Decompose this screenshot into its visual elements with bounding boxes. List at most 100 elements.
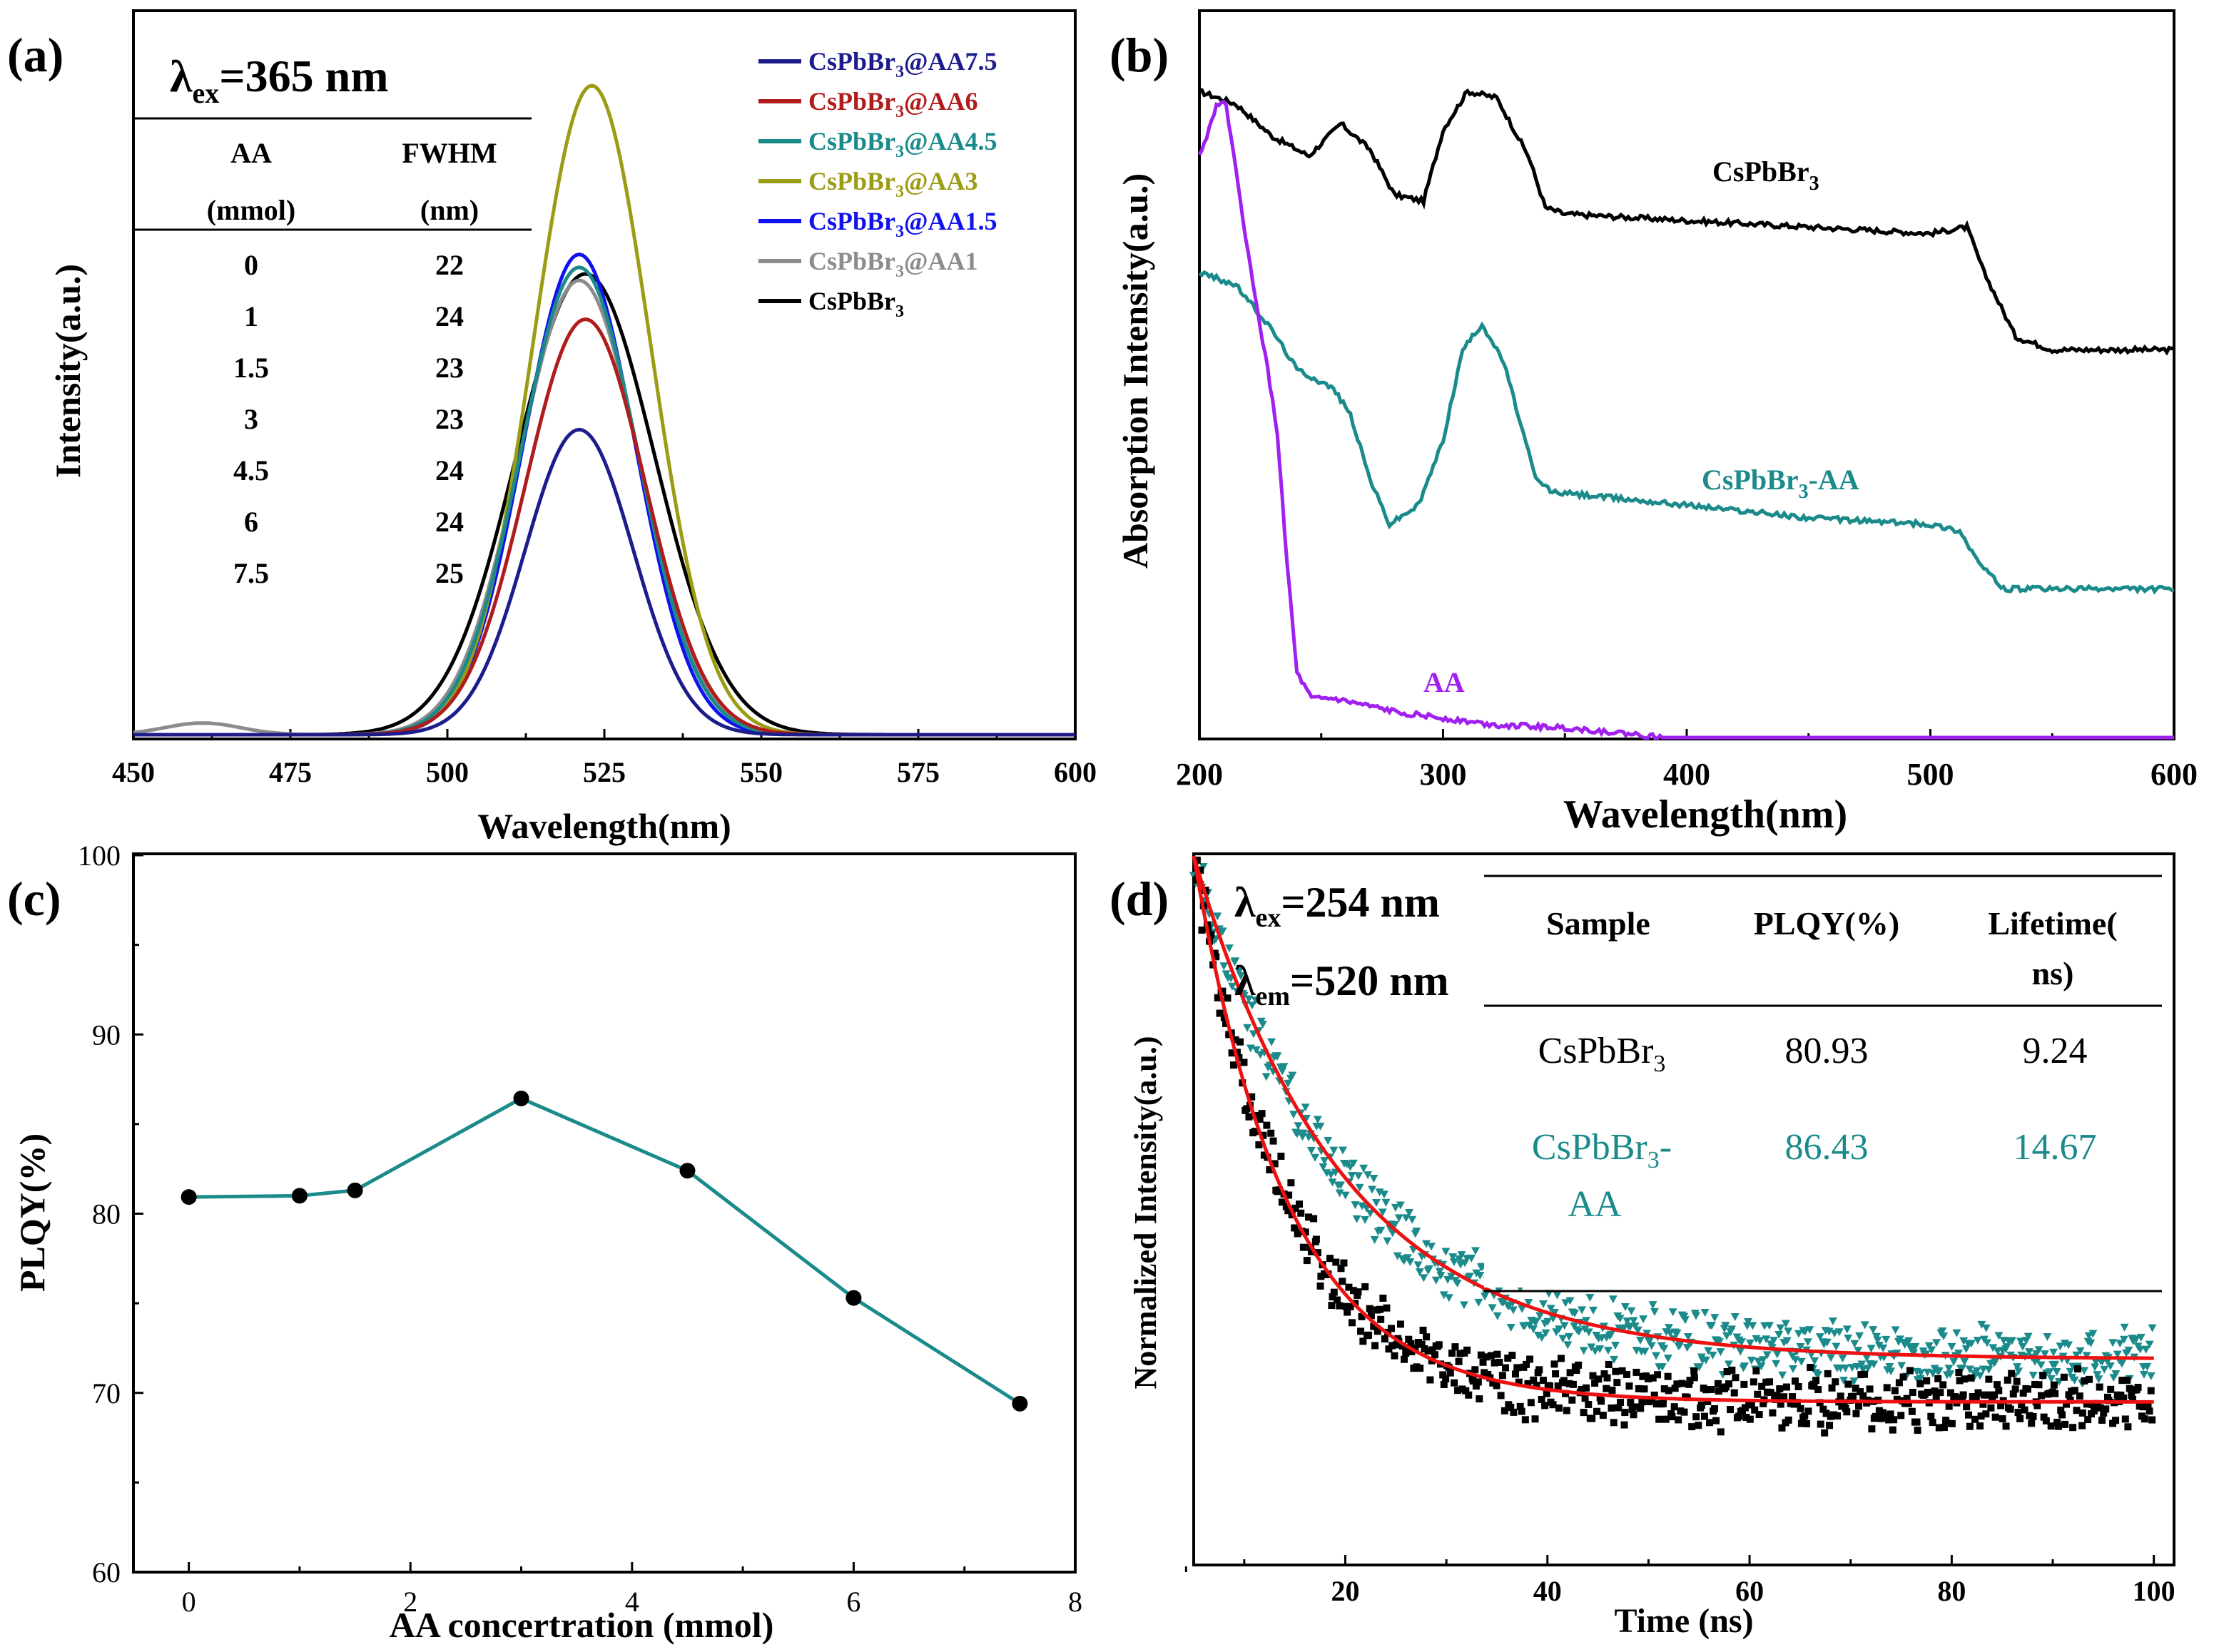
panel-d-point-triangle — [1390, 1221, 1399, 1230]
panel-d-point-square — [1305, 1213, 1313, 1221]
panel-d-point-square — [2033, 1402, 2041, 1409]
panel-d-point-square — [1398, 1342, 1406, 1350]
panel-d-point-square — [1623, 1370, 1630, 1378]
panel-a-legend: CsPbBr3@AA7.5CsPbBr3@AA6CsPbBr3@AA4.5CsP… — [758, 47, 997, 321]
panel-d-point-square — [1618, 1367, 1626, 1375]
panel-d-point-square — [1714, 1380, 1722, 1387]
panel-d-point-triangle — [1810, 1357, 1819, 1365]
panel-d-point-square — [1780, 1393, 1788, 1401]
panel-d-point-triangle — [1533, 1331, 1543, 1340]
panel-d-point-square — [1566, 1369, 1574, 1377]
panel-a-xtick-label: 550 — [740, 756, 783, 788]
panel-d-point-square — [1615, 1404, 1623, 1412]
panel-c-label: (c) — [7, 872, 61, 926]
panel-d-point-square — [1961, 1375, 1969, 1383]
panel-d-point-square — [1855, 1402, 1863, 1410]
panel-d-point-square — [1621, 1409, 1629, 1417]
panel-d-point-triangle — [2052, 1368, 2061, 1377]
panel-d-point-triangle — [1748, 1322, 1757, 1330]
panel-d-point-square — [1527, 1399, 1535, 1407]
panel-d-point-triangle — [1546, 1305, 1555, 1313]
panel-a-legend-sub: 3 — [895, 183, 904, 201]
panel-d-point-square — [1316, 1282, 1324, 1290]
panel-d-point-square — [1948, 1419, 1956, 1427]
panel-d-point-triangle — [1976, 1372, 1985, 1380]
panel-d-fit-curve — [1192, 855, 2154, 1404]
panel-d-point-square — [1678, 1380, 1686, 1387]
panel-d-point-square — [1897, 1412, 1905, 1419]
panel-b-xtick-label: 400 — [1663, 757, 1710, 792]
panel-c-point — [513, 1090, 529, 1106]
panel-a-curve — [133, 427, 1075, 737]
panel-d-point-square — [1832, 1378, 1839, 1386]
panel-d-point-square — [1526, 1355, 1534, 1363]
panel-d-point-square — [1435, 1341, 1443, 1349]
panel-d-point-triangle — [1213, 912, 1222, 921]
panel-d-point-triangle — [1578, 1306, 1587, 1315]
panel-d-point-square — [1284, 1207, 1292, 1215]
panel-d-point-square — [1824, 1370, 1832, 1377]
panel-d-point-triangle — [1608, 1295, 1618, 1304]
panel-d-point-square — [2021, 1406, 2028, 1414]
panel-d-point-triangle — [1311, 1153, 1320, 1162]
panel-a-xtick-label: 475 — [269, 756, 312, 788]
panel-d-point-triangle — [2066, 1367, 2075, 1376]
panel-d-point-triangle — [1338, 1146, 1347, 1155]
panel-d-point-triangle — [1506, 1324, 1515, 1332]
panel-d-point-square — [1297, 1209, 1305, 1217]
panel-d-point-square — [1903, 1394, 1911, 1402]
panel-d-frame — [1192, 852, 2175, 1566]
panel-d-point-square — [1773, 1392, 1781, 1399]
panel-d-point-square — [1671, 1385, 1679, 1392]
panel-d-point-square — [1245, 1113, 1253, 1121]
panel-d-point-square — [1758, 1382, 1766, 1390]
panel-d-point-square — [1750, 1378, 1757, 1386]
panel-d-point-square — [1531, 1415, 1539, 1423]
panel-d-point-square — [1612, 1367, 1620, 1375]
panel-d-point-square — [2051, 1390, 2059, 1397]
panel-d-point-square — [2028, 1419, 2036, 1427]
panel-d-point-triangle — [1828, 1317, 1837, 1326]
panel-d-point-square — [1278, 1198, 1286, 1206]
panel-d-point-square — [1555, 1404, 1563, 1412]
panel-d-point-triangle — [1730, 1312, 1740, 1321]
panel-a-legend-text: @AA4.5 — [904, 127, 997, 155]
panel-d-point-square — [1690, 1367, 1698, 1375]
panel-d-point-triangle — [2043, 1332, 2052, 1341]
panel-d-point-triangle — [1227, 982, 1237, 991]
panel-d-point-square — [2038, 1392, 2046, 1399]
panel-d-point-triangle — [1838, 1355, 1847, 1363]
panel-c-ytick-label: 90 — [92, 1019, 121, 1051]
panel-d-point-triangle — [1704, 1347, 1713, 1355]
panel-d-point-triangle — [1869, 1326, 1878, 1335]
panel-d-point-square — [1578, 1386, 1585, 1394]
panel-d-point-square — [1812, 1377, 1820, 1385]
panel-d-point-square — [1224, 994, 1232, 1002]
panel-d-point-triangle — [1630, 1322, 1640, 1331]
panel-d-point-square — [1498, 1372, 1506, 1380]
panel-d-point-square — [1644, 1375, 1652, 1382]
panel-d-point-triangle — [1383, 1237, 1392, 1245]
panel-d-point-square — [1549, 1401, 1557, 1409]
panel-d-point-triangle — [1904, 1337, 1914, 1345]
panel-d-point-square — [1728, 1366, 1736, 1374]
panel-d-point-square — [1477, 1351, 1485, 1359]
panel-b-xtick-label: 300 — [1420, 757, 1467, 792]
panel-d-table: Sample PLQY(%) Lifetime( ns) CsPbBr3 80.… — [1484, 875, 2162, 1292]
panel-d-point-square — [1789, 1393, 1797, 1401]
panel-d-xtick-label: 80 — [1937, 1575, 1966, 1607]
panel-d-table-header-sample: Sample — [1546, 905, 1650, 942]
panel-d-point-square — [1951, 1393, 1959, 1401]
panel-d-point-square — [1563, 1407, 1570, 1414]
panel-d-point-square — [1931, 1387, 1939, 1395]
panel-d-point-triangle — [1776, 1324, 1785, 1332]
panel-a-xticks: 450 475 500 525 550 575 600 — [112, 729, 1097, 788]
panel-d-point-square — [1599, 1412, 1607, 1419]
panel-d-point-triangle — [1939, 1332, 1949, 1341]
panel-d-point-triangle — [1973, 1337, 1982, 1345]
panel-d-point-square — [1507, 1404, 1515, 1412]
panel-d-point-square — [1659, 1399, 1667, 1407]
panel-d-point-square — [2073, 1407, 2081, 1414]
panel-d-point-square — [1220, 1014, 1228, 1021]
panel-c-plot — [181, 1090, 1028, 1412]
